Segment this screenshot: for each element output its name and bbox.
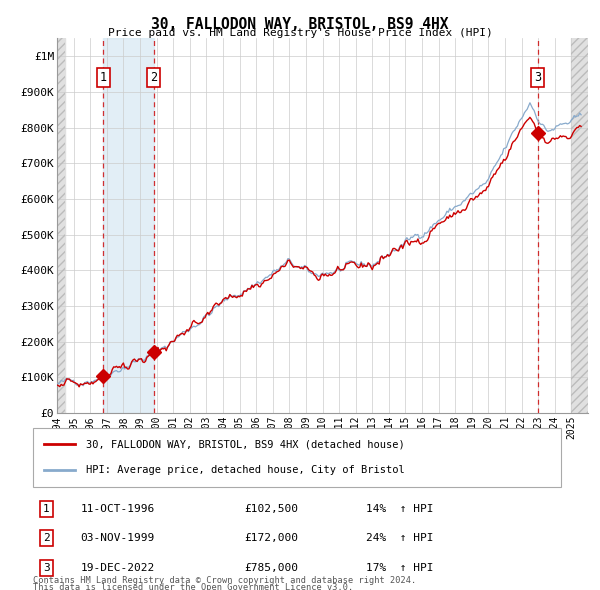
Text: 11-OCT-1996: 11-OCT-1996 [80,504,155,514]
Text: 1: 1 [100,71,107,84]
30, FALLODON WAY, BRISTOL, BS9 4HX (detached house) [53,382,61,389]
30, FALLODON WAY, BRISTOL, BS9 4HX (detached house) [344,260,351,267]
HPI: Average price, detached house, City of Bristol: (2.01e+03, 4.22e+05): Average price, detached house, City of B… [344,259,351,266]
Text: 19-DEC-2022: 19-DEC-2022 [80,563,155,573]
Text: 3: 3 [534,71,541,84]
30, FALLODON WAY, BRISTOL, BS9 4HX (detached house) [76,384,83,391]
Text: £785,000: £785,000 [244,563,298,573]
Text: This data is licensed under the Open Government Licence v3.0.: This data is licensed under the Open Gov… [33,584,353,590]
30, FALLODON WAY, BRISTOL, BS9 4HX (detached house) [443,213,451,220]
Text: 03-NOV-1999: 03-NOV-1999 [80,533,155,543]
Bar [57,38,65,413]
30, FALLODON WAY, BRISTOL, BS9 4HX (detached house) [289,261,296,268]
Text: 30, FALLODON WAY, BRISTOL, BS9 4HX (detached house): 30, FALLODON WAY, BRISTOL, BS9 4HX (deta… [86,440,404,449]
30, FALLODON WAY, BRISTOL, BS9 4HX (detached house) [149,352,156,359]
HPI: Average price, detached house, City of Bristol: (2.01e+03, 4.17e+05): Average price, detached house, City of B… [366,261,373,268]
Text: 2: 2 [43,533,50,543]
Text: Price paid vs. HM Land Registry's House Price Index (HPI): Price paid vs. HM Land Registry's House … [107,28,493,38]
HPI: Average price, detached house, City of Bristol: (2e+03, 7.64e+04): Average price, detached house, City of B… [80,382,87,389]
Bar [103,38,154,413]
Bar [57,38,65,413]
Text: 2: 2 [151,71,157,84]
HPI: Average price, detached house, City of Bristol: (2e+03, 1.66e+05): Average price, detached house, City of B… [149,350,156,358]
Text: £172,000: £172,000 [244,533,298,543]
Text: Contains HM Land Registry data © Crown copyright and database right 2024.: Contains HM Land Registry data © Crown c… [33,576,416,585]
Text: 3: 3 [43,563,50,573]
HPI: Average price, detached house, City of Bristol: (2.02e+03, 8.69e+05): Average price, detached house, City of B… [526,99,533,106]
Bar [571,38,588,413]
30, FALLODON WAY, BRISTOL, BS9 4HX (detached house) [456,209,463,216]
Line: HPI: Average price, detached house, City of Bristol: HPI: Average price, detached house, City… [57,103,581,386]
30, FALLODON WAY, BRISTOL, BS9 4HX (detached house) [366,260,373,267]
HPI: Average price, detached house, City of Bristol: (2.02e+03, 5.66e+05): Average price, detached house, City of B… [443,208,451,215]
HPI: Average price, detached house, City of Bristol: (2.03e+03, 8.36e+05): Average price, detached house, City of B… [577,112,584,119]
Text: 14%  ↑ HPI: 14% ↑ HPI [365,504,433,514]
HPI: Average price, detached house, City of Bristol: (1.99e+03, 8.2e+04): Average price, detached house, City of B… [53,380,61,387]
Text: 24%  ↑ HPI: 24% ↑ HPI [365,533,433,543]
Text: £102,500: £102,500 [244,504,298,514]
Bar [571,38,588,413]
FancyBboxPatch shape [33,428,561,487]
30, FALLODON WAY, BRISTOL, BS9 4HX (detached house) [577,123,584,130]
Text: 17%  ↑ HPI: 17% ↑ HPI [365,563,433,573]
HPI: Average price, detached house, City of Bristol: (2.01e+03, 4.18e+05): Average price, detached house, City of B… [289,260,296,267]
HPI: Average price, detached house, City of Bristol: (2.02e+03, 5.82e+05): Average price, detached house, City of B… [456,202,463,209]
30, FALLODON WAY, BRISTOL, BS9 4HX (detached house) [526,114,533,121]
Line: 30, FALLODON WAY, BRISTOL, BS9 4HX (detached house): 30, FALLODON WAY, BRISTOL, BS9 4HX (deta… [57,117,581,387]
Text: 30, FALLODON WAY, BRISTOL, BS9 4HX: 30, FALLODON WAY, BRISTOL, BS9 4HX [151,17,449,31]
Text: HPI: Average price, detached house, City of Bristol: HPI: Average price, detached house, City… [86,466,404,475]
Text: 1: 1 [43,504,50,514]
